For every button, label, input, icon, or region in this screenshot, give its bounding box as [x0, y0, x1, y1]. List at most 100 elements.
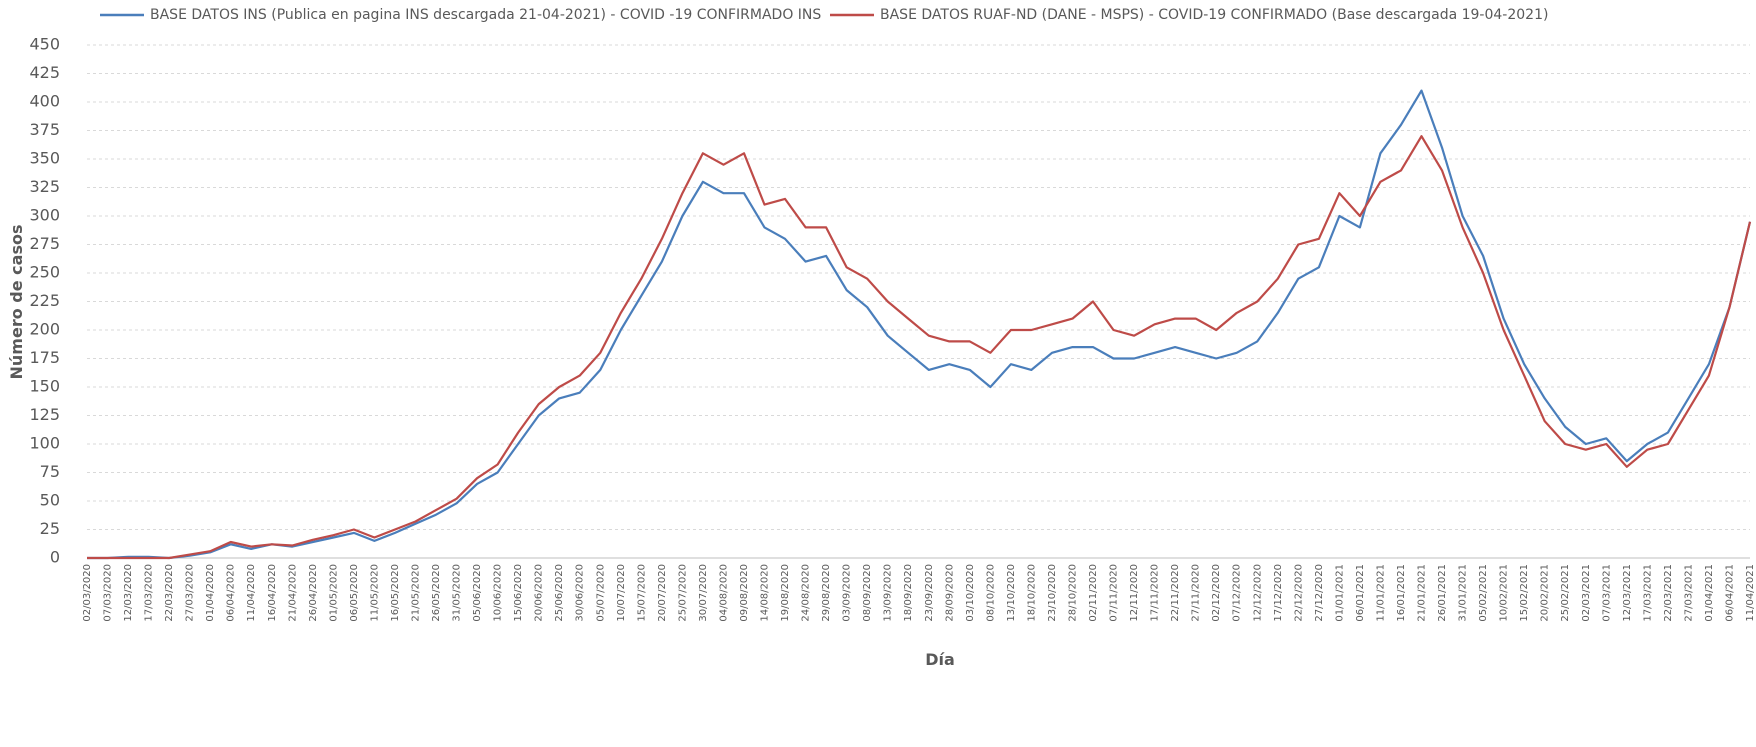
- x-tick-label: 04/08/2020: [718, 564, 729, 622]
- x-tick-label: 07/12/2020: [1232, 564, 1243, 622]
- x-tick-label: 14/08/2020: [760, 564, 771, 622]
- x-tick-label: 15/06/2020: [513, 564, 524, 622]
- x-tick-label: 27/11/2020: [1191, 564, 1202, 622]
- x-tick-label: 15/02/2021: [1519, 564, 1530, 622]
- y-tick-label: 200: [29, 320, 60, 339]
- x-tick-label: 22/11/2020: [1170, 564, 1181, 622]
- x-tick-label: 18/10/2020: [1026, 564, 1037, 622]
- x-tick-label: 21/01/2021: [1417, 564, 1428, 622]
- x-tick-label: 21/04/2020: [287, 564, 298, 622]
- x-tick-label: 05/07/2020: [595, 564, 606, 622]
- y-tick-label: 100: [29, 434, 60, 453]
- x-tick-label: 08/09/2020: [862, 564, 873, 622]
- x-tick-label: 24/08/2020: [801, 564, 812, 622]
- x-tick-label: 21/05/2020: [410, 564, 421, 622]
- y-tick-label: 175: [29, 348, 60, 367]
- y-tick-label: 450: [29, 35, 60, 54]
- x-tick-label: 13/09/2020: [883, 564, 894, 622]
- y-tick-label: 425: [29, 63, 60, 82]
- x-tick-label: 30/07/2020: [698, 564, 709, 622]
- x-tick-label: 22/03/2020: [164, 564, 175, 622]
- x-tick-label: 10/06/2020: [493, 564, 504, 622]
- x-tick-label: 07/03/2020: [103, 564, 114, 622]
- y-tick-label: 275: [29, 234, 60, 253]
- x-tick-label: 12/11/2020: [1129, 564, 1140, 622]
- y-tick-label: 400: [29, 92, 60, 111]
- x-tick-label: 26/05/2020: [431, 564, 442, 622]
- x-tick-label: 05/02/2021: [1478, 564, 1489, 622]
- x-tick-label: 28/09/2020: [944, 564, 955, 622]
- y-tick-label: 300: [29, 206, 60, 225]
- x-tick-label: 06/01/2021: [1355, 564, 1366, 622]
- x-tick-label: 16/04/2020: [267, 564, 278, 622]
- x-tick-label: 23/09/2020: [924, 564, 935, 622]
- y-tick-label: 350: [29, 149, 60, 168]
- y-axis-label: Número de casos: [7, 225, 26, 380]
- x-tick-label: 12/03/2021: [1622, 564, 1633, 622]
- x-tick-label: 10/07/2020: [616, 564, 627, 622]
- x-tick-label: 16/01/2021: [1396, 564, 1407, 622]
- x-tick-label: 20/06/2020: [534, 564, 545, 622]
- x-tick-label: 07/03/2021: [1601, 564, 1612, 622]
- x-tick-label: 06/04/2020: [226, 564, 237, 622]
- x-tick-label: 29/08/2020: [821, 564, 832, 622]
- x-tick-label: 02/03/2020: [82, 564, 93, 622]
- x-tick-label: 02/11/2020: [1088, 564, 1099, 622]
- y-tick-label: 25: [40, 519, 60, 538]
- x-tick-label: 26/04/2020: [308, 564, 319, 622]
- x-tick-label: 02/12/2020: [1211, 564, 1222, 622]
- x-tick-label: 11/05/2020: [369, 564, 380, 622]
- x-tick-label: 12/12/2020: [1252, 564, 1263, 622]
- x-tick-label: 17/03/2021: [1642, 564, 1653, 622]
- x-tick-label: 07/11/2020: [1109, 564, 1120, 622]
- x-tick-label: 31/05/2020: [452, 564, 463, 622]
- x-tick-label: 30/06/2020: [575, 564, 586, 622]
- x-tick-label: 09/08/2020: [739, 564, 750, 622]
- x-tick-label: 02/03/2021: [1581, 564, 1592, 622]
- y-tick-label: 225: [29, 291, 60, 310]
- x-tick-label: 11/04/2020: [246, 564, 257, 622]
- x-tick-label: 06/05/2020: [349, 564, 360, 622]
- x-tick-label: 11/04/2021: [1745, 564, 1756, 622]
- legend-label: BASE DATOS RUAF-ND (DANE - MSPS) - COVID…: [880, 7, 1548, 23]
- y-tick-label: 375: [29, 120, 60, 139]
- x-tick-label: 17/12/2020: [1273, 564, 1284, 622]
- x-tick-label: 17/03/2020: [144, 564, 155, 622]
- x-tick-label: 01/05/2020: [328, 564, 339, 622]
- x-tick-label: 01/04/2021: [1704, 564, 1715, 622]
- series-line: [87, 89, 1752, 560]
- x-tick-label: 25/07/2020: [677, 564, 688, 622]
- x-tick-label: 27/03/2020: [185, 564, 196, 622]
- x-tick-label: 03/10/2020: [965, 564, 976, 622]
- series-line: [87, 135, 1752, 560]
- x-tick-label: 22/03/2021: [1663, 564, 1674, 622]
- x-tick-label: 19/08/2020: [780, 564, 791, 622]
- x-tick-label: 23/10/2020: [1047, 564, 1058, 622]
- legend-label: BASE DATOS INS (Publica en pagina INS de…: [150, 7, 821, 23]
- x-tick-label: 20/02/2021: [1540, 564, 1551, 622]
- x-tick-label: 17/11/2020: [1150, 564, 1161, 622]
- x-tick-label: 01/01/2021: [1334, 564, 1345, 622]
- x-tick-label: 27/12/2020: [1314, 564, 1325, 622]
- x-tick-label: 25/02/2021: [1560, 564, 1571, 622]
- y-tick-label: 125: [29, 405, 60, 424]
- x-tick-label: 06/04/2021: [1724, 564, 1735, 622]
- y-tick-label: 150: [29, 377, 60, 396]
- x-tick-label: 27/03/2021: [1683, 564, 1694, 622]
- y-tick-label: 0: [50, 548, 60, 567]
- x-tick-label: 18/09/2020: [903, 564, 914, 622]
- x-tick-label: 26/01/2021: [1437, 564, 1448, 622]
- x-tick-label: 03/09/2020: [842, 564, 853, 622]
- y-tick-label: 325: [29, 177, 60, 196]
- x-tick-label: 11/01/2021: [1375, 564, 1386, 622]
- x-tick-label: 01/04/2020: [205, 564, 216, 622]
- x-tick-label: 13/10/2020: [1006, 564, 1017, 622]
- x-tick-label: 31/01/2021: [1458, 564, 1469, 622]
- y-tick-label: 50: [40, 491, 60, 510]
- x-tick-label: 25/06/2020: [554, 564, 565, 622]
- x-tick-label: 12/03/2020: [123, 564, 134, 622]
- x-tick-label: 28/10/2020: [1067, 564, 1078, 622]
- y-tick-label: 250: [29, 263, 60, 282]
- x-tick-label: 22/12/2020: [1293, 564, 1304, 622]
